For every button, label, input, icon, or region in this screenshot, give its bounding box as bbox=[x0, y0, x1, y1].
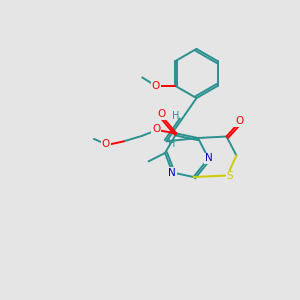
Text: H: H bbox=[172, 111, 180, 121]
Text: O: O bbox=[101, 139, 110, 149]
Text: O: O bbox=[235, 116, 244, 127]
Text: O: O bbox=[152, 81, 160, 91]
Text: N: N bbox=[168, 167, 176, 178]
Text: H: H bbox=[168, 139, 175, 149]
Text: O: O bbox=[152, 124, 160, 134]
Text: O: O bbox=[157, 109, 166, 119]
Text: N: N bbox=[205, 153, 213, 164]
Text: S: S bbox=[226, 171, 233, 182]
